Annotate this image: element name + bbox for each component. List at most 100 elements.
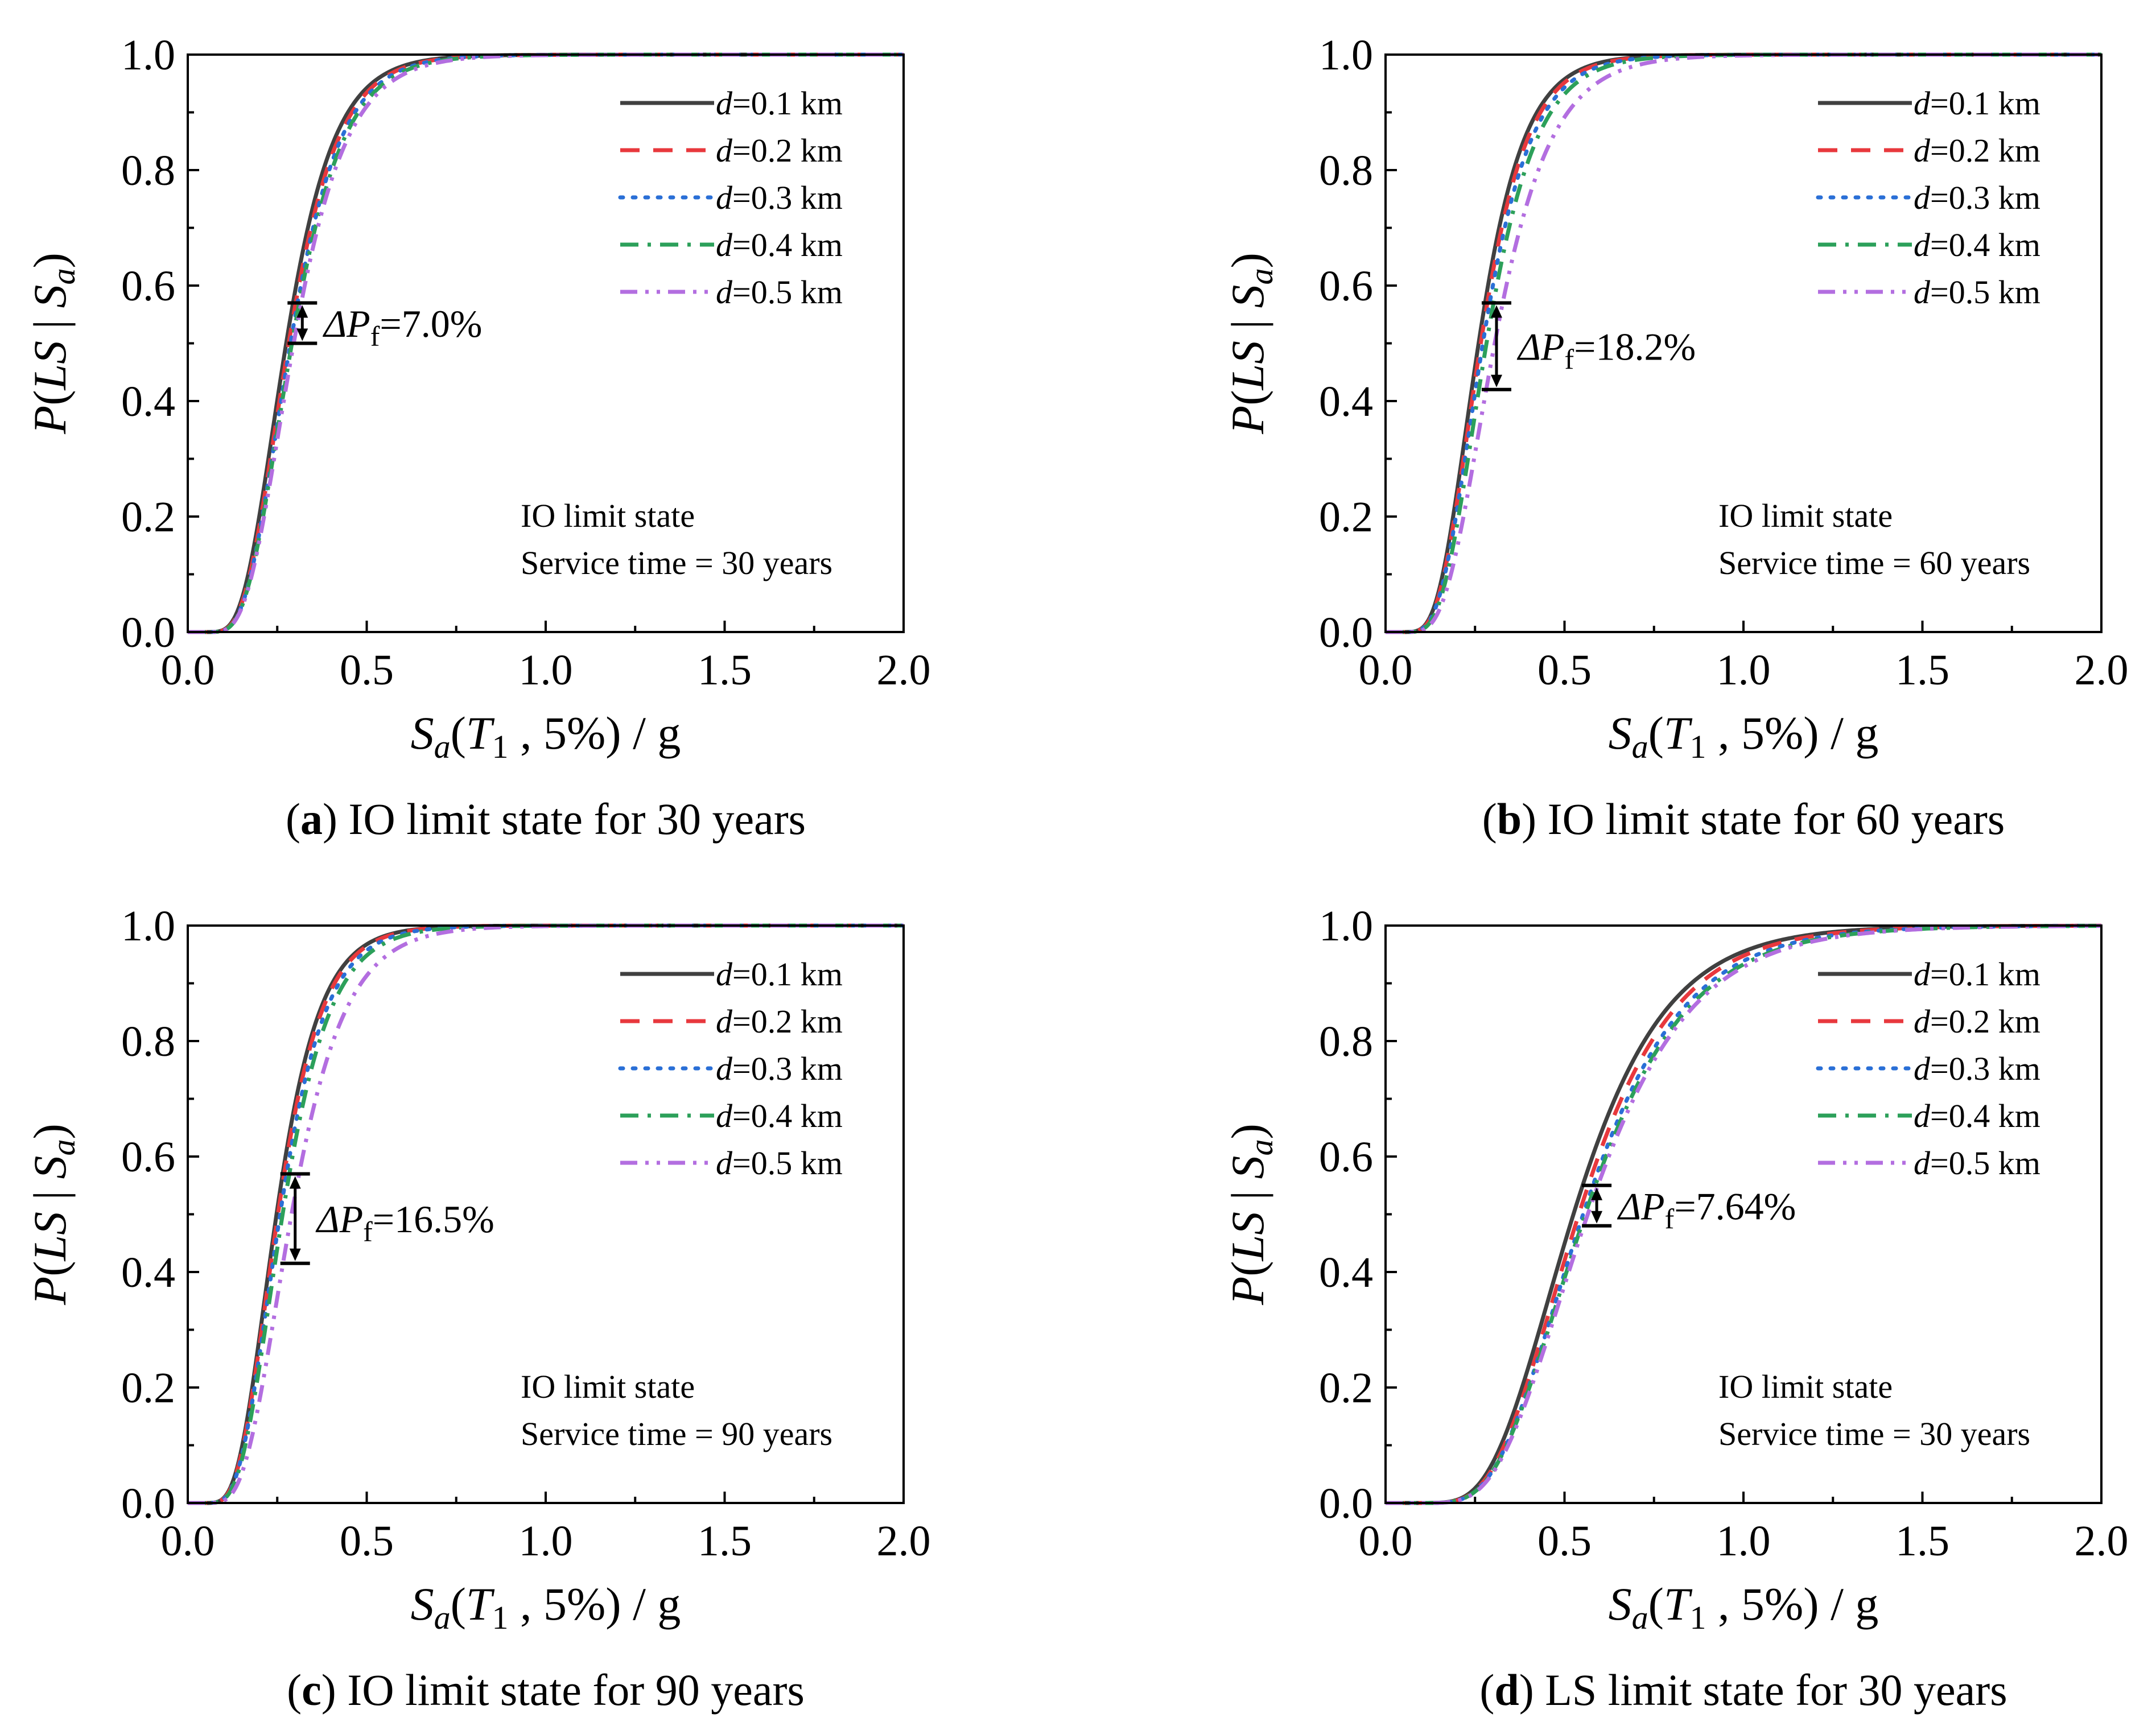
y-tick-label-c-2: 0.4 xyxy=(121,1249,175,1296)
legend-label-a-2: d=0.2 km xyxy=(716,132,843,169)
y-axis-title-a: P(LS | Sa) xyxy=(24,253,82,435)
legend-label-d-3: d=0.3 km xyxy=(1914,1050,2040,1087)
annotation-line-d-1: IO limit state xyxy=(1718,1368,1893,1405)
legend-label-d-2: d=0.2 km xyxy=(1914,1003,2040,1040)
caption-c: (c) IO limit state for 90 years xyxy=(287,1665,805,1715)
chart-panel-d: 0.0 0.5 1.0 1.5 2.0 0.0 0.2 0.4 0.6 0.8 1.0 Sa(T1 ,… xyxy=(1222,902,2129,1715)
y-tick-label-b-3: 0.6 xyxy=(1319,262,1373,310)
legend-label-c-2: d=0.2 km xyxy=(716,1003,843,1040)
annotation-line-d-2: Service time = 30 years xyxy=(1718,1415,2030,1452)
caption-b: (b) IO limit state for 60 years xyxy=(1482,794,2005,844)
delta-arrow-up-b xyxy=(1490,305,1502,318)
x-tick-label-b-4: 2.0 xyxy=(2075,646,2129,694)
delta-arrow-down-b xyxy=(1490,374,1502,387)
y-tick-label-b-2: 0.4 xyxy=(1319,378,1373,426)
x-axis-title-c: Sa(T1 , 5%) / g xyxy=(411,1578,681,1636)
y-tick-label-d-0: 0.0 xyxy=(1319,1480,1373,1527)
delta-arrow-up-c xyxy=(289,1176,301,1189)
x-tick-label-a-4: 2.0 xyxy=(877,646,931,694)
y-tick-label-a-0: 0.0 xyxy=(121,609,175,656)
x-tick-label-b-0: 0.0 xyxy=(1359,646,1413,694)
legend-label-d-1: d=0.1 km xyxy=(1914,956,2040,993)
legend-label-a-4: d=0.4 km xyxy=(716,226,843,263)
y-tick-label-a-5: 1.0 xyxy=(121,31,175,79)
x-axis-title-d: Sa(T1 , 5%) / g xyxy=(1609,1578,1879,1636)
delta-label-d: ΔPf=7.64% xyxy=(1617,1184,1796,1234)
x-tick-label-a-0: 0.0 xyxy=(161,646,215,694)
y-tick-label-c-3: 0.6 xyxy=(121,1133,175,1181)
delta-arrow-up-a xyxy=(296,305,308,318)
y-tick-label-a-2: 0.4 xyxy=(121,378,175,426)
y-tick-label-d-4: 0.8 xyxy=(1319,1018,1373,1066)
delta-arrow-down-c xyxy=(289,1248,301,1261)
y-tick-label-b-0: 0.0 xyxy=(1319,609,1373,656)
legend-label-b-1: d=0.1 km xyxy=(1914,85,2040,122)
y-tick-label-b-5: 1.0 xyxy=(1319,31,1373,79)
x-tick-label-d-4: 2.0 xyxy=(2075,1517,2129,1565)
annotation-line-a-1: IO limit state xyxy=(521,497,695,534)
annotation-line-b-2: Service time = 60 years xyxy=(1718,544,2030,581)
legend-label-a-1: d=0.1 km xyxy=(716,85,843,122)
x-tick-label-d-1: 0.5 xyxy=(1537,1517,1592,1565)
x-tick-label-d-3: 1.5 xyxy=(1895,1517,1949,1565)
x-axis-title-b: Sa(T1 , 5%) / g xyxy=(1609,707,1879,765)
y-tick-label-d-2: 0.4 xyxy=(1319,1249,1373,1296)
x-axis-title-a: Sa(T1 , 5%) / g xyxy=(411,707,681,765)
x-tick-label-a-1: 0.5 xyxy=(340,646,394,694)
legend-label-d-5: d=0.5 km xyxy=(1914,1145,2040,1182)
delta-label-a: ΔPf=7.0% xyxy=(322,302,482,352)
delta-arrow-down-d xyxy=(1591,1211,1603,1224)
series-line-d-3 xyxy=(1386,923,2101,1505)
y-axis-title-c: P(LS | Sa) xyxy=(24,1124,82,1306)
delta-label-b: ΔPf=18.2% xyxy=(1516,325,1696,375)
series-line-d-2 xyxy=(1386,923,2101,1505)
x-tick-label-c-1: 0.5 xyxy=(340,1517,394,1565)
y-tick-label-a-4: 0.8 xyxy=(121,147,175,195)
caption-a: (a) IO limit state for 30 years xyxy=(286,794,806,844)
legend-label-c-4: d=0.4 km xyxy=(716,1097,843,1134)
legend-label-b-4: d=0.4 km xyxy=(1914,226,2040,263)
series-line-a-3 xyxy=(188,52,904,634)
y-tick-label-c-5: 1.0 xyxy=(121,902,175,950)
chart-panel-b: 0.0 0.5 1.0 1.5 2.0 0.0 0.2 0.4 0.6 0.8 1.0 Sa(T1 ,… xyxy=(1222,31,2129,844)
delta-arrow-down-a xyxy=(296,328,308,341)
caption-d: (d) LS limit state for 30 years xyxy=(1479,1665,2007,1715)
legend-label-c-3: d=0.3 km xyxy=(716,1050,843,1087)
y-tick-label-c-4: 0.8 xyxy=(121,1018,175,1066)
y-tick-label-c-0: 0.0 xyxy=(121,1480,175,1527)
annotation-line-c-1: IO limit state xyxy=(521,1368,695,1405)
x-tick-label-c-2: 1.0 xyxy=(519,1517,573,1565)
legend-label-a-3: d=0.3 km xyxy=(716,179,843,216)
y-tick-label-b-4: 0.8 xyxy=(1319,147,1373,195)
y-tick-label-d-5: 1.0 xyxy=(1319,902,1373,950)
legend-label-b-2: d=0.2 km xyxy=(1914,132,2040,169)
x-tick-label-b-2: 1.0 xyxy=(1717,646,1771,694)
x-tick-label-d-0: 0.0 xyxy=(1359,1517,1413,1565)
series-line-c-3 xyxy=(188,923,904,1505)
x-tick-label-b-1: 0.5 xyxy=(1537,646,1592,694)
legend-label-d-4: d=0.4 km xyxy=(1914,1097,2040,1134)
y-tick-label-d-1: 0.2 xyxy=(1319,1364,1373,1412)
chart-panel-c: 0.0 0.5 1.0 1.5 2.0 0.0 0.2 0.4 0.6 0.8 1.0 Sa(T1 ,… xyxy=(24,902,931,1715)
annotation-line-c-2: Service time = 90 years xyxy=(521,1415,832,1452)
x-tick-label-a-2: 1.0 xyxy=(519,646,573,694)
legend-label-b-5: d=0.5 km xyxy=(1914,274,2040,311)
delta-label-c: ΔPf=16.5% xyxy=(315,1197,494,1248)
y-axis-title-d: P(LS | Sa) xyxy=(1222,1124,1280,1306)
x-tick-label-c-0: 0.0 xyxy=(161,1517,215,1565)
y-axis-title-b: P(LS | Sa) xyxy=(1222,253,1280,435)
chart-panel-a: 0.0 0.5 1.0 1.5 2.0 0.0 0.2 0.4 0.6 0.8 1.0 Sa(T1 ,… xyxy=(24,31,931,844)
y-tick-label-a-3: 0.6 xyxy=(121,262,175,310)
legend-label-a-5: d=0.5 km xyxy=(716,274,843,311)
legend-label-c-1: d=0.1 km xyxy=(716,956,843,993)
x-tick-label-d-2: 1.0 xyxy=(1717,1517,1771,1565)
legend-label-c-5: d=0.5 km xyxy=(716,1145,843,1182)
y-tick-label-c-1: 0.2 xyxy=(121,1364,175,1412)
annotation-line-b-1: IO limit state xyxy=(1718,497,1893,534)
x-tick-label-b-3: 1.5 xyxy=(1895,646,1949,694)
series-line-a-4 xyxy=(188,52,904,634)
y-tick-label-b-1: 0.2 xyxy=(1319,493,1373,541)
annotation-line-a-2: Service time = 30 years xyxy=(521,544,832,581)
y-tick-label-a-1: 0.2 xyxy=(121,493,175,541)
